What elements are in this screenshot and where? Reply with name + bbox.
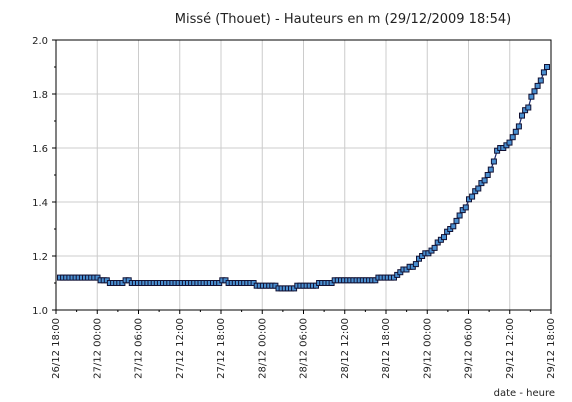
- grid-lines: [56, 40, 551, 310]
- data-point: [512, 128, 519, 135]
- x-tick-label: 28/12 06:00: [299, 318, 310, 379]
- y-tick-labels: 1.0 1.2 1.4 1.6 1.8 2.0: [32, 36, 48, 317]
- axis-ticks: [52, 39, 552, 314]
- data-point: [531, 88, 538, 95]
- x-tick-label: 26/12 18:00: [51, 318, 62, 379]
- y-tick-label: 2.0: [32, 36, 48, 47]
- data-point: [453, 217, 460, 224]
- x-tick-label: 27/12 06:00: [134, 318, 145, 379]
- chart-title: Missé (Thouet) - Hauteurs en m (29/12/20…: [174, 12, 512, 27]
- data-point: [528, 93, 535, 100]
- data-point: [484, 172, 491, 178]
- x-tick-label: 29/12 12:00: [505, 318, 516, 379]
- data-point: [506, 139, 513, 146]
- y-tick-label: 1.6: [32, 144, 48, 155]
- x-tick-label: 29/12 00:00: [422, 318, 433, 379]
- data-point: [431, 244, 438, 251]
- y-tick-label: 1.2: [32, 252, 48, 263]
- y-tick-label: 1.8: [32, 90, 48, 101]
- data-point: [544, 64, 550, 70]
- series-water-level: [57, 64, 550, 292]
- x-tick-label: 28/12 18:00: [381, 318, 392, 379]
- data-point: [540, 69, 547, 76]
- data-point: [515, 123, 522, 130]
- data-point: [534, 82, 541, 89]
- data-point: [462, 204, 469, 211]
- data-point: [490, 158, 497, 165]
- x-tick-label: 29/12 18:00: [546, 318, 557, 379]
- x-tick-label: 29/12 06:00: [464, 318, 475, 379]
- y-tick-label: 1.4: [32, 198, 48, 209]
- data-point: [475, 185, 482, 192]
- x-tick-label: 27/12 00:00: [92, 318, 103, 379]
- x-tick-label: 28/12 00:00: [257, 318, 268, 379]
- data-point: [481, 177, 488, 184]
- x-tick-label: 27/12 12:00: [175, 318, 186, 379]
- x-tick-label: 27/12 18:00: [216, 318, 227, 379]
- data-point: [450, 223, 457, 230]
- x-tick-labels: 26/12 18:00 27/12 00:00 27/12 06:00 27/12 1…: [51, 318, 557, 379]
- data-point: [441, 234, 447, 241]
- data-point: [487, 166, 494, 173]
- data-point: [456, 212, 463, 219]
- y-tick-label: 1.0: [32, 306, 48, 317]
- data-point: [525, 104, 532, 111]
- data-point: [412, 261, 419, 268]
- data-point: [509, 134, 516, 141]
- data-point: [537, 77, 544, 84]
- x-axis-label: date - heure: [494, 388, 555, 399]
- data-point: [519, 112, 525, 119]
- data-point: [469, 193, 476, 200]
- x-tick-label: 28/12 12:00: [340, 318, 351, 379]
